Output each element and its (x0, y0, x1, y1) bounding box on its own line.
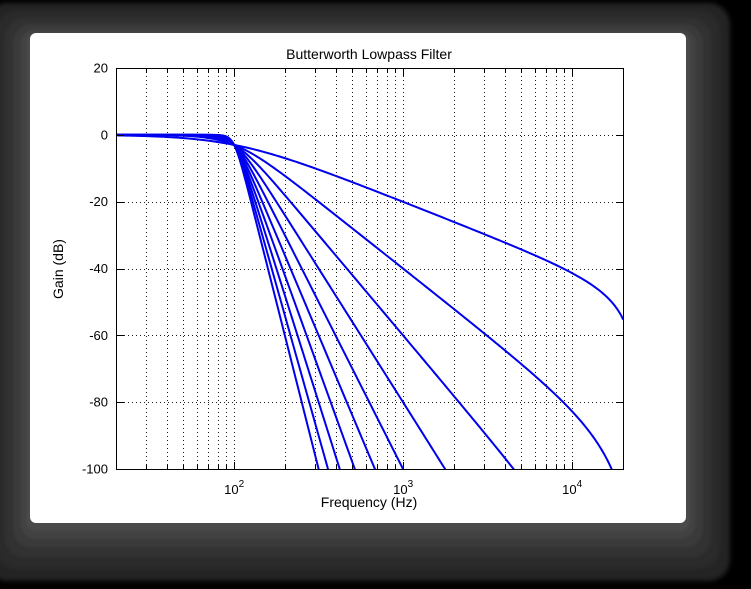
filter-response-curves (116, 133, 623, 469)
chart-title: Butterworth Lowpass Filter (286, 46, 452, 62)
curve-order-10 (116, 133, 320, 469)
curve-order-1 (116, 134, 623, 321)
y-tick-label: 0 (101, 127, 108, 142)
x-tick-label: 102 (224, 479, 244, 497)
y-tick-label: -60 (89, 328, 108, 343)
grid-lines (116, 68, 623, 469)
y-tick-label: -20 (89, 194, 108, 209)
y-axis-label: Gain (dB) (50, 239, 66, 299)
plot-area: 20 0 -20 -40 -60 -80 -100 102 103 104 Butterwort… (50, 46, 624, 510)
x-axis-label: Frequency (Hz) (321, 494, 417, 510)
x-tick-labels: 102 103 104 (224, 479, 582, 497)
axis-ticks (117, 68, 623, 470)
axes-box (116, 68, 624, 470)
curve-order-2 (116, 133, 613, 469)
y-tick-label: -80 (89, 395, 108, 410)
x-tick-label: 103 (393, 479, 413, 497)
y-tick-label: -40 (89, 261, 108, 276)
x-tick-label: 104 (562, 479, 582, 497)
y-tick-label: -100 (82, 462, 108, 477)
y-tick-label: 20 (94, 61, 108, 76)
figure-window: 20 0 -20 -40 -60 -80 -100 102 103 104 Butterwort… (30, 33, 686, 523)
y-tick-labels: 20 0 -20 -40 -60 -80 -100 (82, 61, 108, 477)
